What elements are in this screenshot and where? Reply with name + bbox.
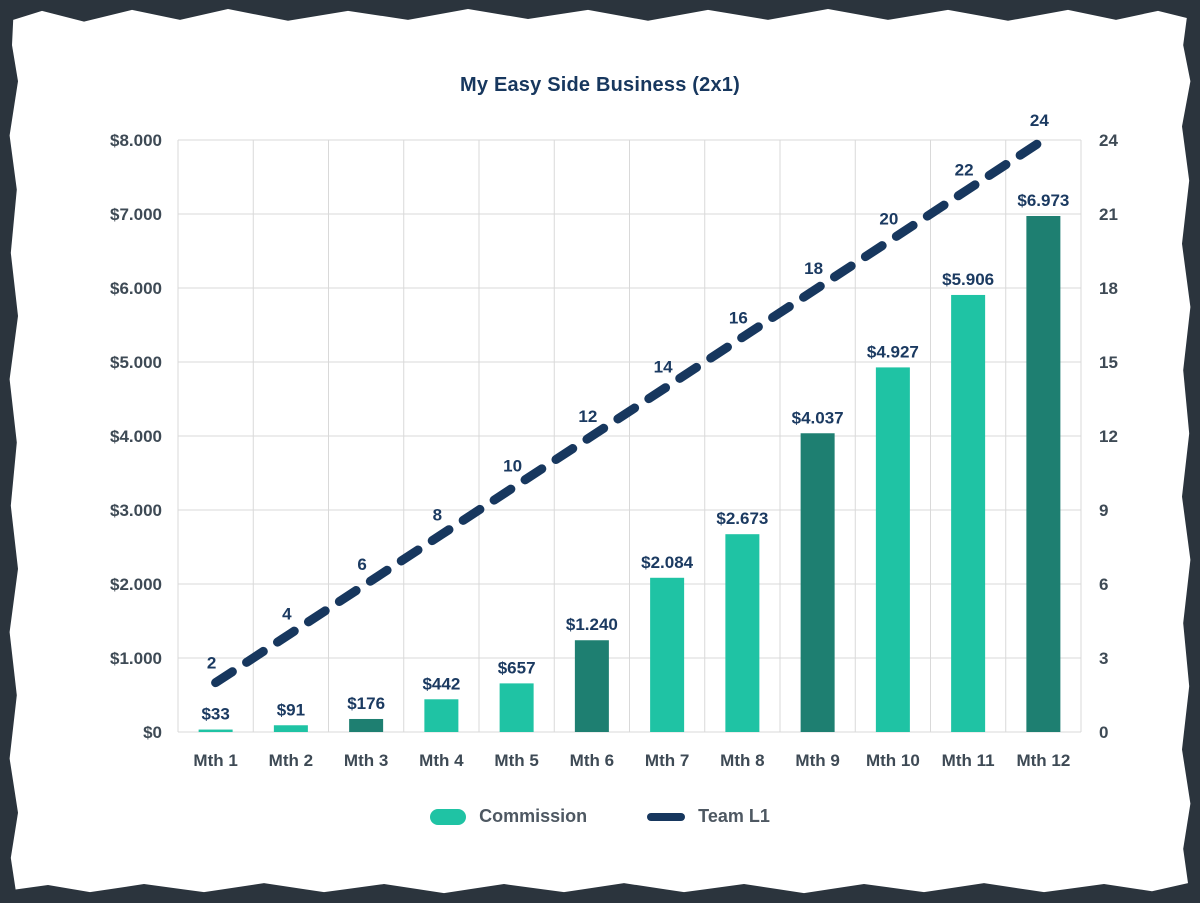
- bar-label: $4.037: [792, 408, 844, 427]
- commission-swatch-icon: [430, 808, 467, 825]
- line-label: 8: [433, 506, 442, 525]
- bar-mth-10: [875, 367, 910, 732]
- right-axis-tick: 3: [1099, 649, 1108, 668]
- bar-mth-3: [349, 718, 384, 732]
- right-axis-tick: 18: [1099, 279, 1118, 298]
- x-axis-label: Mth 9: [795, 751, 839, 770]
- bar-mth-5: [499, 683, 534, 732]
- team-l1-swatch-icon: [647, 812, 686, 821]
- left-axis-tick: $8.000: [110, 131, 162, 150]
- right-axis-tick: 6: [1099, 575, 1108, 594]
- right-axis-tick: 24: [1099, 131, 1118, 150]
- right-axis-tick: 21: [1099, 205, 1118, 224]
- bar-label: $6.973: [1017, 191, 1069, 210]
- legend-label-commission: Commission: [479, 806, 588, 826]
- line-label: 10: [503, 456, 522, 475]
- bar-mth-1: [198, 729, 233, 732]
- bar-mth-12: [1026, 215, 1061, 733]
- legend-item-team-l1: Team L1: [647, 806, 770, 827]
- line-label: 18: [804, 259, 823, 278]
- chart-canvas: $0 $1.000 $2.000 $3.000 $4.000 $5.000 $6.000 $7…: [110, 111, 1118, 770]
- left-axis-tick: $7.000: [110, 205, 162, 224]
- bar-label: $442: [422, 674, 460, 693]
- right-axis-tick: 0: [1099, 723, 1108, 742]
- line-label: 12: [578, 407, 597, 426]
- line-label: 2: [207, 654, 216, 673]
- bar-mth-4: [424, 699, 459, 732]
- right-axis-tick: 12: [1099, 427, 1118, 446]
- left-axis-tick: $1.000: [110, 649, 162, 668]
- right-axis-tick: 9: [1099, 501, 1108, 520]
- chart-title: My Easy Side Business (2x1): [460, 74, 740, 96]
- bar-label: $5.906: [942, 270, 994, 289]
- x-axis-label: Mth 1: [193, 751, 237, 770]
- line-label: 22: [955, 160, 974, 179]
- left-axis-tick: $2.000: [110, 575, 162, 594]
- x-axis-label: Mth 8: [720, 751, 764, 770]
- line-label: 16: [729, 308, 748, 327]
- bar-label: $4.927: [867, 342, 919, 361]
- x-axis-label: Mth 5: [494, 751, 538, 770]
- x-axis-label: Mth 12: [1016, 751, 1070, 770]
- bar-mth-8: [725, 534, 760, 732]
- left-axis-tick: $6.000: [110, 279, 162, 298]
- bar-mth-11: [951, 294, 986, 732]
- legend-item-commission: Commission: [430, 806, 587, 827]
- bar-label: $2.084: [641, 553, 694, 572]
- x-axis-label: Mth 4: [419, 751, 464, 770]
- line-label: 24: [1030, 111, 1049, 130]
- bar-mth-2: [273, 725, 308, 732]
- bar-mth-7: [650, 577, 685, 732]
- x-axis-label: Mth 7: [645, 751, 689, 770]
- bar-label: $1.240: [566, 615, 618, 634]
- bar-label: $176: [347, 694, 385, 713]
- left-axis-tick: $5.000: [110, 353, 162, 372]
- legend-label-team-l1: Team L1: [698, 806, 770, 826]
- bar-mth-6: [574, 640, 609, 732]
- team-l1-line: [211, 135, 1048, 688]
- bar-mth-9: [800, 433, 835, 732]
- x-axis-label: Mth 2: [269, 751, 313, 770]
- left-axis-tick: $0: [143, 723, 162, 742]
- right-axis-tick: 15: [1099, 353, 1118, 372]
- bar-label: $657: [498, 658, 536, 677]
- x-axis-label: Mth 6: [570, 751, 614, 770]
- line-label: 4: [282, 604, 292, 623]
- line-label: 20: [879, 210, 898, 229]
- line-label: 14: [654, 358, 673, 377]
- bar-label: $2.673: [716, 509, 768, 528]
- left-axis-tick: $4.000: [110, 427, 162, 446]
- legend: Commission Team L1: [10, 806, 1191, 827]
- x-axis-label: Mth 3: [344, 751, 388, 770]
- line-label: 6: [357, 555, 366, 574]
- bar-label: $91: [277, 700, 305, 719]
- x-axis-label: Mth 10: [866, 751, 920, 770]
- left-axis-tick: $3.000: [110, 501, 162, 520]
- bar-label: $33: [201, 705, 229, 724]
- x-axis-label: Mth 11: [942, 751, 995, 770]
